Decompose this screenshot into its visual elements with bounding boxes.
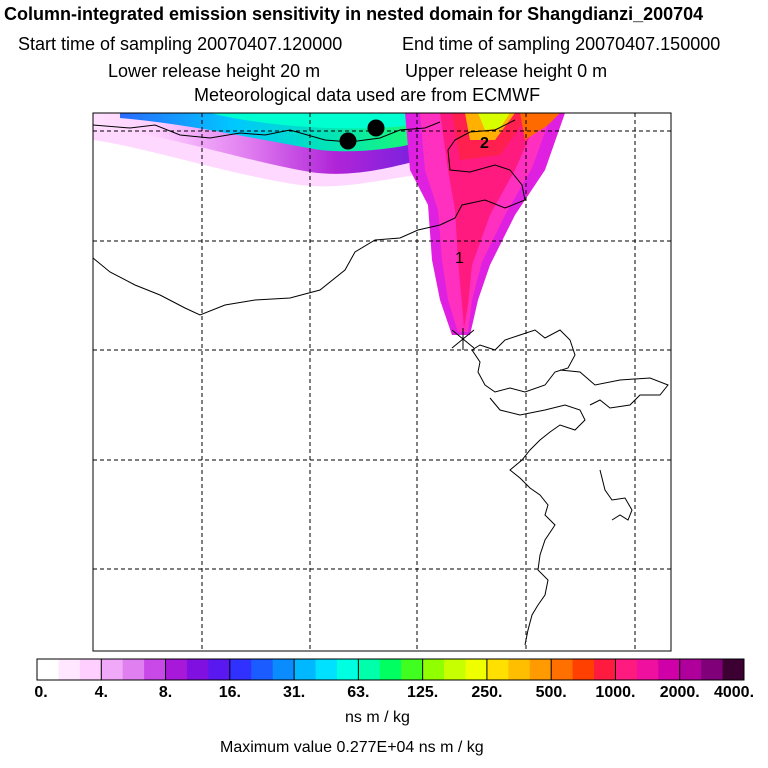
colorbar-cell: [465, 659, 488, 680]
met-data-label: Meteorological data used are from ECMWF: [194, 85, 541, 105]
colorbar-tick-label: 16.: [218, 684, 241, 701]
colorbar-cell: [294, 659, 317, 680]
colorbar-cell: [444, 659, 466, 680]
colorbar-cell: [508, 659, 531, 680]
colorbar-cell: [636, 659, 659, 680]
colorbar-cell: [229, 659, 252, 680]
colorbar-tick-label: 63.: [347, 684, 370, 701]
plume-field: [93, 113, 565, 335]
colorbar-cell: [594, 659, 616, 680]
colorbar-cell: [165, 659, 188, 680]
colorbar-tick-label: 250.: [471, 684, 503, 701]
colorbar-cell: [186, 659, 209, 680]
colorbar-cell: [722, 659, 745, 680]
colorbar-cell: [37, 659, 59, 680]
start-time-label: Start time of sampling 20070407.120000: [18, 34, 343, 54]
colorbar-cell: [272, 659, 295, 680]
position-marker-1: [339, 132, 357, 150]
colorbar-cell: [422, 659, 445, 680]
map-grid: [93, 113, 671, 651]
colorbar-tick-label: 8.: [158, 684, 173, 701]
position-marker-2: [367, 119, 385, 137]
colorbar-cell: [701, 659, 724, 680]
colorbar-tick-marks: [36, 659, 745, 680]
coastlines: [93, 119, 669, 646]
colorbar-tick-label: 0.: [34, 684, 48, 701]
colorbar-tick-label: 1000.: [595, 684, 636, 701]
colorbar-cells: [37, 659, 745, 680]
map-frame: [92, 112, 672, 652]
colorbar-cell: [315, 659, 338, 680]
lower-height-label: Lower release height 20 m: [108, 61, 321, 81]
plume-label-1: 1: [455, 250, 464, 267]
colorbar-tick-label: 125.: [407, 684, 439, 701]
colorbar-tick-label: 500.: [535, 684, 567, 701]
colorbar-cell: [144, 659, 167, 680]
end-time-label: End time of sampling 20070407.150000: [402, 34, 721, 54]
max-value-label: Maximum value 0.277E+04 ns m / kg: [220, 739, 484, 756]
colorbar-cell: [58, 659, 81, 680]
upper-height-label: Upper release height 0 m: [405, 61, 608, 81]
chart-title: Column-integrated emission sensitivity i…: [4, 4, 704, 24]
receptor-marker: [451, 328, 475, 350]
colorbar-cell: [122, 659, 145, 680]
colorbar-cell: [551, 659, 574, 680]
colorbar-cell: [401, 659, 424, 680]
colorbar-tick-label: 4.: [94, 684, 108, 701]
colorbar-cell: [658, 659, 681, 680]
colorbar-tick-label: 31.: [282, 684, 306, 701]
colorbar-cell: [101, 659, 124, 680]
colorbar-cell: [679, 659, 702, 680]
colorbar-cell: [379, 659, 402, 680]
colorbar-cell: [529, 659, 552, 680]
colorbar-units: ns m / kg: [345, 709, 410, 726]
colorbar-tick-label: 2000.: [659, 684, 700, 701]
colorbar-cell: [572, 659, 595, 680]
colorbar-cell: [358, 659, 381, 680]
colorbar-cell: [615, 659, 638, 680]
colorbar-cell: [79, 659, 102, 680]
colorbar-cell: [336, 659, 359, 680]
colorbar-tick-label: 4000.: [713, 684, 755, 701]
colorbar-cell: [208, 659, 231, 680]
colorbar-cell: [251, 659, 274, 680]
colorbar-cell: [486, 659, 509, 680]
plume-label-2: 2: [480, 135, 489, 152]
